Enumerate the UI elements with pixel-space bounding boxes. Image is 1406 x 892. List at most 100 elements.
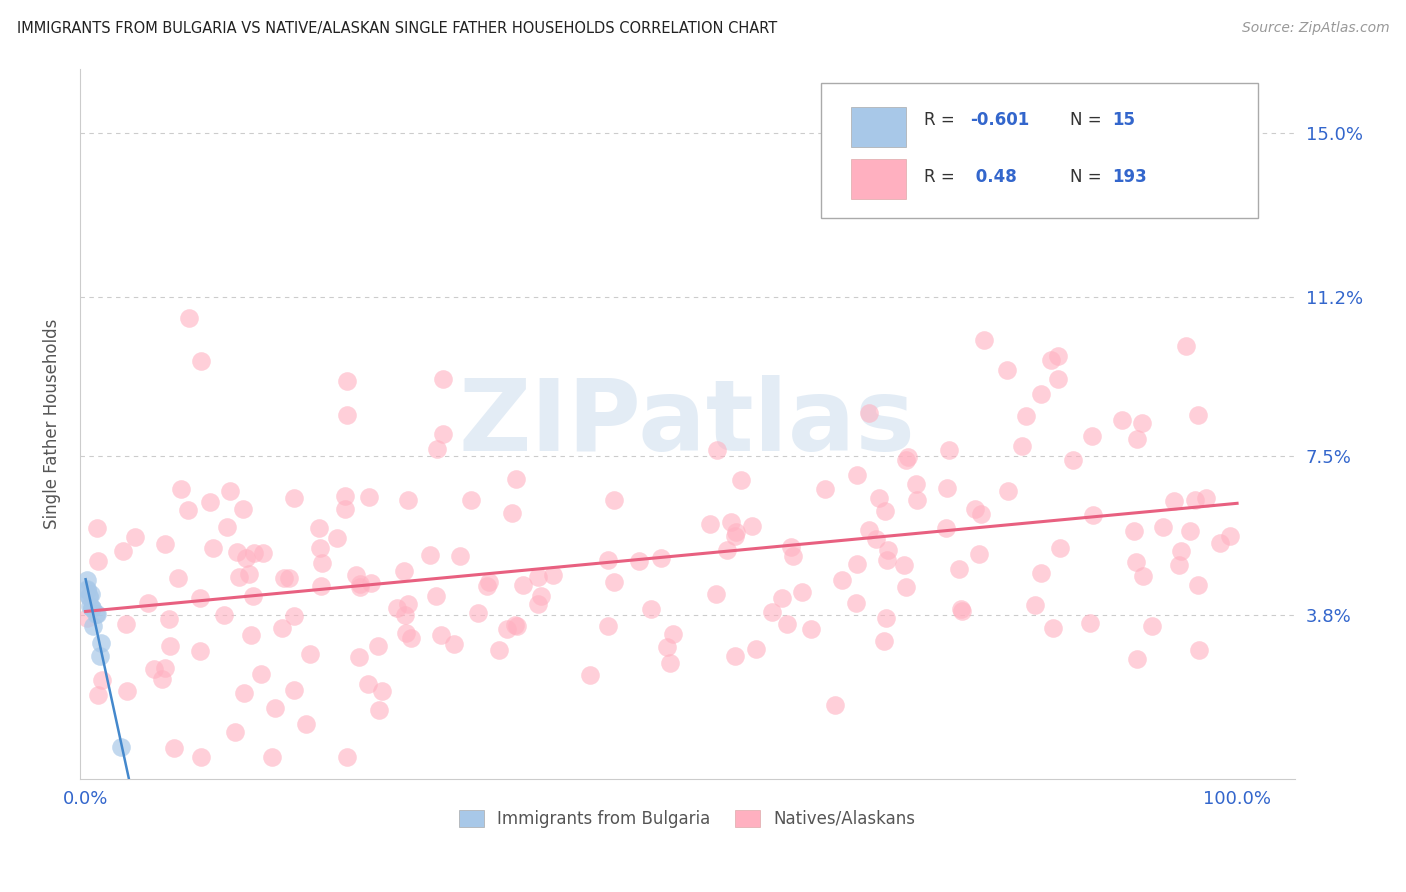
Point <box>876 553 898 567</box>
Point <box>761 605 783 619</box>
Point <box>419 548 441 562</box>
Point <box>897 450 920 465</box>
Point <box>1111 413 1133 427</box>
Point <box>250 667 273 681</box>
Point <box>115 684 138 698</box>
Point <box>91 673 114 687</box>
Point <box>76 582 98 597</box>
Point <box>1029 387 1052 401</box>
Point <box>114 617 136 632</box>
Point <box>1039 353 1062 368</box>
Point <box>724 525 747 540</box>
Point <box>938 443 960 458</box>
Point <box>252 546 274 560</box>
Point <box>724 648 747 663</box>
Point <box>782 549 804 563</box>
Point <box>1175 339 1198 353</box>
Point <box>1047 349 1070 363</box>
Point <box>995 363 1018 377</box>
Point <box>770 591 793 606</box>
Text: 0.48: 0.48 <box>970 168 1017 186</box>
Point <box>730 473 752 487</box>
Point <box>1047 372 1070 386</box>
Point <box>894 453 917 467</box>
Point <box>1049 541 1071 555</box>
Point <box>273 571 295 585</box>
Point <box>1029 566 1052 581</box>
Point <box>905 493 928 508</box>
Point <box>150 672 173 686</box>
Text: 15: 15 <box>1112 112 1136 129</box>
Point <box>153 661 176 675</box>
Point <box>190 644 212 658</box>
Point <box>240 628 263 642</box>
Point <box>893 558 915 573</box>
Point <box>295 716 318 731</box>
Point <box>1126 433 1149 447</box>
FancyBboxPatch shape <box>821 83 1258 218</box>
Point <box>163 740 186 755</box>
Point <box>1078 615 1101 630</box>
Point <box>336 408 359 422</box>
Point <box>159 639 181 653</box>
Point <box>658 657 681 671</box>
Point <box>80 600 103 615</box>
Point <box>333 489 356 503</box>
Point <box>488 642 510 657</box>
Point <box>432 371 454 385</box>
Point <box>396 493 419 508</box>
Point <box>1188 642 1211 657</box>
Point <box>936 482 959 496</box>
Point <box>80 587 103 601</box>
Point <box>262 750 284 764</box>
Point <box>1170 544 1192 558</box>
Point <box>512 577 534 591</box>
Point <box>84 607 107 621</box>
Point <box>602 575 624 590</box>
Point <box>527 597 550 611</box>
Point <box>872 634 894 648</box>
Point <box>449 549 471 564</box>
Point <box>349 580 371 594</box>
Point <box>347 650 370 665</box>
Point <box>776 616 799 631</box>
Text: Source: ZipAtlas.com: Source: ZipAtlas.com <box>1241 21 1389 35</box>
Point <box>1132 417 1154 431</box>
Point <box>360 575 382 590</box>
Point <box>1122 524 1144 539</box>
Point <box>430 628 453 642</box>
Point <box>136 596 159 610</box>
Point <box>190 750 212 764</box>
Point <box>226 545 249 559</box>
Point <box>1015 409 1038 423</box>
Point <box>1194 491 1216 505</box>
Point <box>720 515 742 529</box>
Point <box>179 311 201 326</box>
Point <box>79 599 101 613</box>
Point <box>311 556 333 570</box>
Point <box>475 579 498 593</box>
Point <box>1152 520 1174 534</box>
Point <box>283 491 305 506</box>
Point <box>858 406 880 420</box>
Point <box>1062 453 1084 467</box>
Point <box>270 621 292 635</box>
Point <box>1187 578 1209 592</box>
Y-axis label: Single Father Households: Single Father Households <box>44 318 60 529</box>
Point <box>167 571 190 585</box>
Point <box>201 541 224 556</box>
Legend: Immigrants from Bulgaria, Natives/Alaskans: Immigrants from Bulgaria, Natives/Alaska… <box>453 803 922 835</box>
Point <box>170 482 193 496</box>
Point <box>238 567 260 582</box>
Point <box>706 443 728 458</box>
Point <box>800 622 823 636</box>
Point <box>460 492 482 507</box>
Point <box>997 483 1019 498</box>
Text: N =: N = <box>1070 112 1107 129</box>
Point <box>1024 598 1046 612</box>
Point <box>77 589 100 603</box>
Point <box>1125 556 1147 570</box>
Point <box>224 725 246 739</box>
Point <box>394 608 416 623</box>
Point <box>845 558 868 572</box>
